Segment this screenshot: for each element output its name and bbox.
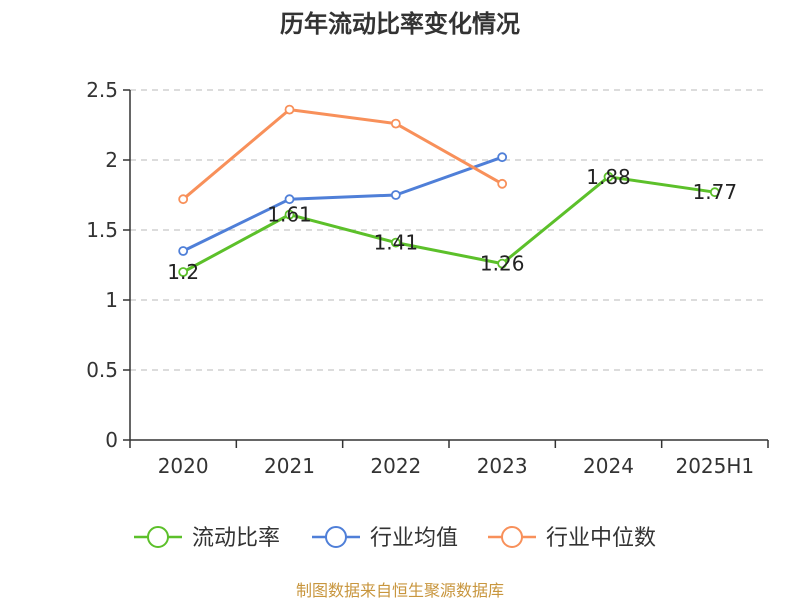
axes <box>129 90 768 441</box>
data-point <box>284 209 295 220</box>
y-tick-label: 2 <box>105 148 118 172</box>
y-tick-label: 0 <box>105 428 118 452</box>
legend-marker <box>501 526 523 548</box>
data-point <box>178 267 189 277</box>
data-label: 1.2 <box>167 260 199 284</box>
legend-item[interactable]: 行业均值 <box>312 526 458 551</box>
data-point <box>709 187 720 198</box>
x-tick-label: 2024 <box>583 454 634 478</box>
series-line-1 <box>182 155 503 253</box>
data-point <box>178 194 189 205</box>
data-point <box>390 190 401 200</box>
data-label: 1.77 <box>693 180 738 204</box>
y-tick-label: 1 <box>105 288 118 312</box>
data-point <box>603 171 614 182</box>
data-point <box>497 152 508 163</box>
legend: 流动比率 行业均值 行业中位数 <box>134 526 656 551</box>
data-point <box>390 118 401 129</box>
data-point <box>284 194 295 205</box>
data-point <box>497 258 508 269</box>
y-tick-label: 1.5 <box>86 218 118 242</box>
series-line-0 <box>182 175 716 274</box>
data-point <box>178 246 189 256</box>
legend-marker <box>325 526 347 548</box>
legend-label: 流动比率 <box>192 526 280 551</box>
series-group <box>178 104 720 277</box>
data-label: 1.41 <box>374 231 419 255</box>
y-tick-label: 2.5 <box>86 78 118 102</box>
legend-label: 行业均值 <box>370 526 458 551</box>
y-axis-ticks: 0 0.5 1 1.5 2 2.5 <box>86 78 130 452</box>
x-tick-label: 2022 <box>370 454 421 478</box>
source-note: 制图数据来自恒生聚源数据库 <box>296 581 504 600</box>
grid <box>130 89 768 371</box>
x-tick-label: 2025H1 <box>675 454 754 478</box>
legend-item[interactable]: 流动比率 <box>134 526 280 551</box>
x-tick-label: 2020 <box>158 454 209 478</box>
legend-item[interactable]: 行业中位数 <box>488 526 656 551</box>
data-label: 1.88 <box>586 165 631 189</box>
series-line-2 <box>182 108 503 201</box>
data-labels: 1.2 1.61 1.41 1.26 1.88 1.77 <box>167 165 737 284</box>
y-tick-label: 0.5 <box>86 358 118 382</box>
x-tick-label: 2021 <box>264 454 315 478</box>
x-axis-ticks: 2020 2021 2022 2023 2024 2025H1 <box>129 440 769 478</box>
data-label: 1.26 <box>480 252 525 276</box>
legend-marker <box>147 526 169 548</box>
data-label: 1.61 <box>267 203 312 227</box>
chart-title: 历年流动比率变化情况 <box>280 10 520 38</box>
data-point <box>390 237 401 248</box>
data-point <box>497 178 508 189</box>
legend-label: 行业中位数 <box>546 526 656 551</box>
data-point <box>284 104 295 115</box>
x-tick-label: 2023 <box>477 454 528 478</box>
